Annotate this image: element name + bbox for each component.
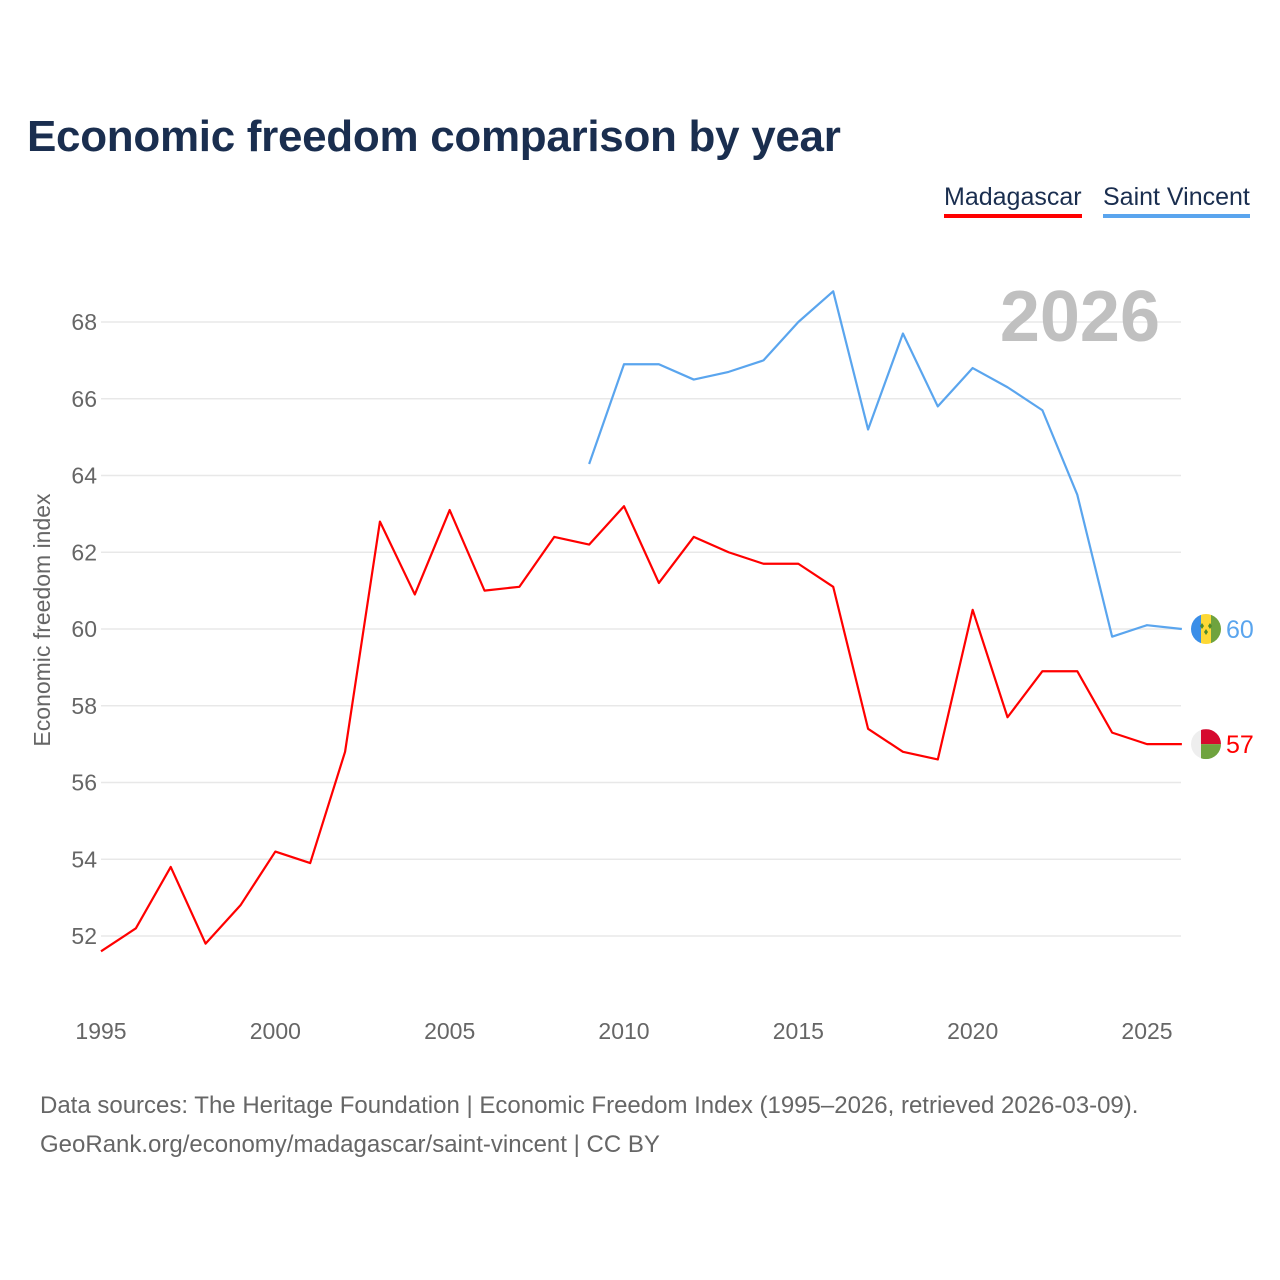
y-tick-label: 60 — [71, 616, 97, 642]
footer: Data sources: The Heritage Foundation | … — [40, 1086, 1138, 1164]
flag-body — [1191, 729, 1221, 760]
madagascar-flag-icon — [1191, 729, 1221, 760]
y-tick-label: 56 — [71, 770, 97, 796]
series-line-madagascar — [100, 505, 1182, 953]
x-tick-label: 2015 — [773, 1018, 824, 1044]
x-tick-label: 2010 — [598, 1018, 649, 1044]
y-axis-label: Economic freedom index — [29, 493, 55, 747]
flag-diamonds — [1200, 623, 1212, 635]
x-tick-label: 2020 — [947, 1018, 998, 1044]
y-tick-label: 58 — [71, 693, 97, 719]
saint-vincent-flag-icon — [1191, 614, 1221, 644]
flag-blue — [1191, 614, 1201, 644]
flag-body — [1191, 614, 1221, 644]
legend-saint-vincent[interactable]: Saint Vincent — [1103, 183, 1250, 218]
chart-title: Economic freedom comparison by year — [27, 112, 841, 161]
footer-sources: Data sources: The Heritage Foundation | … — [40, 1092, 1139, 1119]
end-value-label: 57 — [1226, 731, 1254, 759]
x-tick-label: 2005 — [424, 1018, 475, 1044]
x-tick-label: 2025 — [1121, 1018, 1172, 1044]
legend-madagascar[interactable]: Madagascar — [944, 183, 1082, 218]
flag-green — [1211, 614, 1221, 644]
y-tick-label: 66 — [71, 386, 97, 412]
x-tick-label: 1995 — [75, 1018, 126, 1044]
y-tick-label: 64 — [71, 463, 97, 489]
y-tick-label: 54 — [71, 846, 97, 872]
series-line-saint-vincent — [588, 290, 1182, 638]
year-watermark: 2026 — [1000, 277, 1160, 357]
y-tick-label: 52 — [71, 923, 97, 949]
x-tick-label: 2000 — [250, 1018, 301, 1044]
end-value-label: 60 — [1226, 616, 1254, 644]
y-tick-label: 62 — [71, 539, 97, 565]
y-tick-label: 68 — [71, 309, 97, 335]
footer-link[interactable]: GeoRank.org/economy/madagascar/saint-vin… — [40, 1131, 660, 1158]
